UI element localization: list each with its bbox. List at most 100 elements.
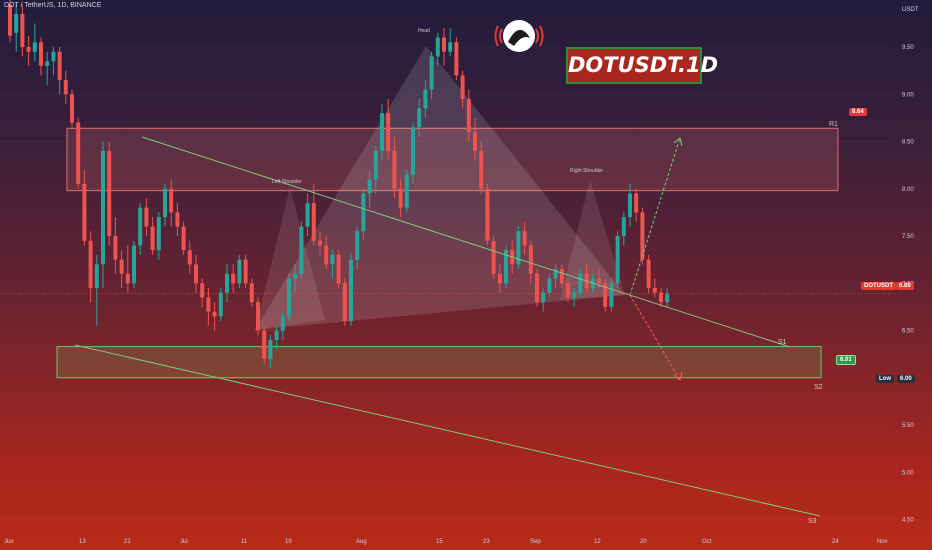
candle-body xyxy=(380,113,384,151)
candle-body xyxy=(429,56,434,90)
candle-body xyxy=(466,98,471,133)
candle-body xyxy=(256,302,260,331)
candle-body xyxy=(26,47,31,52)
candle-body xyxy=(237,259,242,284)
x-tick-label: Sep xyxy=(530,539,541,545)
candle-body xyxy=(20,13,25,48)
candle-body xyxy=(485,188,490,241)
y-tick-label: 5.00 xyxy=(902,470,914,476)
y-tick-label: 9.00 xyxy=(902,92,914,98)
zones xyxy=(56,127,839,379)
arrow-up-head xyxy=(673,137,683,147)
s3-label: S3 xyxy=(808,518,817,525)
y-tick-label: 9.50 xyxy=(902,45,914,51)
candle-body xyxy=(119,259,124,274)
candle-body xyxy=(32,42,37,52)
candle-body xyxy=(652,287,657,293)
candle-body xyxy=(63,80,68,95)
x-tick-label: 23 xyxy=(483,539,490,545)
candle-body xyxy=(144,207,149,227)
candle-body xyxy=(417,108,422,128)
x-tick-label: 21 xyxy=(124,539,131,545)
candle-body xyxy=(504,250,508,284)
candle-body xyxy=(355,231,360,260)
candle-body xyxy=(342,283,347,322)
candle-body xyxy=(442,37,446,52)
candle-body xyxy=(200,283,205,298)
candle-body xyxy=(132,245,136,284)
candle-body xyxy=(572,292,577,298)
candle-body xyxy=(175,212,180,227)
candle-body xyxy=(330,254,335,265)
arrow-down-head xyxy=(673,371,683,381)
candle-body xyxy=(212,311,217,317)
candle-body xyxy=(287,278,291,317)
y-tick-label: 8.00 xyxy=(902,187,914,193)
candle-body xyxy=(473,132,477,151)
low-label-tag: Low xyxy=(876,375,894,383)
candle-body xyxy=(125,273,130,284)
candle-body xyxy=(479,150,484,189)
s1-label: S1 xyxy=(778,339,787,346)
x-tick-label: 11 xyxy=(241,539,248,545)
y-tick-label: 8.50 xyxy=(902,140,914,146)
x-tick-label: 12 xyxy=(594,539,601,545)
x-tick-label: Nov xyxy=(877,539,888,545)
candle-body xyxy=(497,273,502,284)
candle-body xyxy=(113,236,118,260)
candle-body xyxy=(268,339,273,359)
candle-body xyxy=(94,264,99,288)
candle-body xyxy=(293,273,298,279)
symbol-header: DOT / TetherUS, 1D, BINANCE xyxy=(4,2,102,9)
candle-body xyxy=(156,217,161,251)
candle-body xyxy=(57,51,62,81)
candle-body xyxy=(45,61,50,66)
candle-body xyxy=(88,240,93,288)
candle-body xyxy=(665,293,670,303)
head-label: Head xyxy=(418,28,430,34)
candle-body xyxy=(646,259,651,288)
x-tick-label: 20 xyxy=(640,539,647,545)
current-symbol-tag: DOTUSDT xyxy=(861,282,896,290)
candle-body xyxy=(423,89,428,109)
candle-body xyxy=(243,259,248,284)
y-tick-label: 4.50 xyxy=(902,518,914,524)
candle-body xyxy=(367,179,372,194)
candle-body xyxy=(448,42,453,52)
y-tick-label: 7.50 xyxy=(902,234,914,240)
candle-body xyxy=(640,212,645,260)
r1-label: R1 xyxy=(829,121,838,128)
candle-body xyxy=(163,188,167,218)
candle-body xyxy=(8,4,12,36)
candle-body xyxy=(578,273,583,293)
x-tick-label: 19 xyxy=(285,539,292,545)
candle-body xyxy=(404,174,409,208)
x-tick-label: Oct xyxy=(702,539,712,545)
candle-body xyxy=(187,250,192,265)
candle-body xyxy=(361,193,366,232)
candle-body xyxy=(51,51,56,62)
zone-r1 xyxy=(66,127,839,192)
candle-body xyxy=(318,240,322,246)
x-tick-label: Jun xyxy=(4,539,14,545)
r1-price-tag: 8.64 xyxy=(849,108,867,116)
s2-label: S2 xyxy=(814,384,823,391)
candle-body xyxy=(522,231,527,246)
candle-body xyxy=(373,150,378,180)
candle-body xyxy=(305,202,310,227)
candle-body xyxy=(231,273,236,284)
candle-body xyxy=(435,37,440,57)
brand-logo-icon xyxy=(494,20,544,52)
candle-body xyxy=(262,330,267,359)
x-tick-label: 13 xyxy=(79,539,86,545)
candle-body xyxy=(299,226,304,274)
candle-body xyxy=(101,150,105,265)
candle-body xyxy=(659,292,663,303)
currency-label: USDT xyxy=(902,7,919,13)
candle-body xyxy=(547,278,552,293)
candle-body xyxy=(169,188,174,213)
candle-body xyxy=(138,207,143,246)
right-shoulder-label: Right Shoulder xyxy=(570,168,603,174)
